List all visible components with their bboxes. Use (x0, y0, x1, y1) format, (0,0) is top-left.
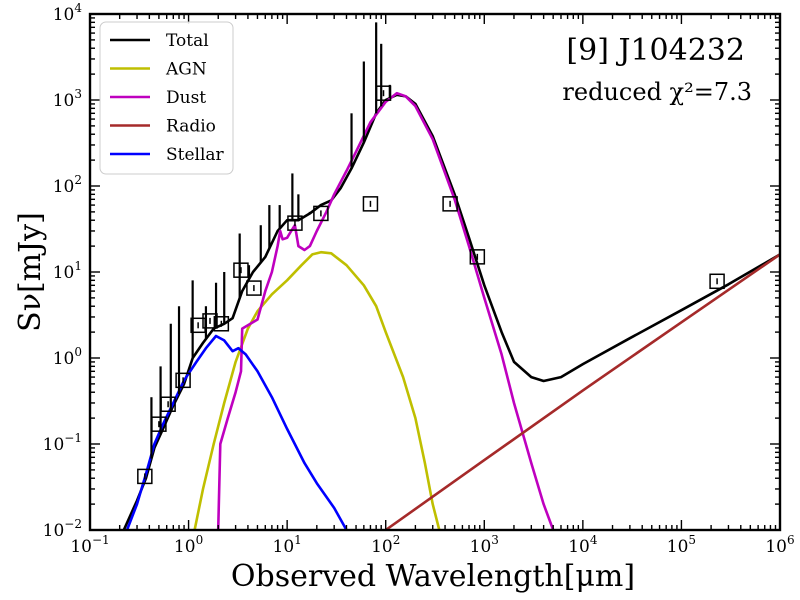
chart-title: [9] J104232 (566, 33, 745, 68)
legend-box (99, 21, 234, 175)
observed-point (151, 416, 167, 432)
chart-subtitle: reduced χ²=7.3 (562, 78, 752, 106)
y-tick-label: 104 (53, 1, 83, 25)
y-tick-label: 10−1 (43, 431, 82, 455)
observed-points-layer (137, 85, 725, 485)
observed-point (213, 316, 230, 332)
observed-point (469, 249, 486, 265)
axis-tick-labels: 10−1 100 101 102 103 104 105 10610−210−11001011… (43, 1, 795, 557)
legend-label-radio: Radio (166, 117, 216, 137)
legend-label-total: Total (166, 31, 209, 51)
series-layer (122, 22, 780, 530)
x-tick-label: 106 (765, 533, 794, 557)
x-tick-label: 102 (371, 533, 400, 557)
observed-point (442, 196, 458, 212)
axis-ticks (89, 13, 781, 531)
observed-point (175, 372, 191, 389)
x-tick-label: 103 (470, 533, 499, 557)
observed-point (362, 196, 379, 212)
y-tick-label: 100 (53, 345, 82, 369)
series-line-dust (216, 91, 555, 530)
observed-point (246, 280, 262, 296)
x-axis-title: Observed Wavelength[μm] (231, 559, 635, 594)
observed-point (709, 273, 725, 290)
legend-entries: Total AGN Dust Radio Stellar (110, 31, 225, 165)
legend-label-dust: Dust (166, 88, 206, 108)
x-tick-label: 104 (568, 533, 598, 557)
y-axis-title: Sν[mJy] (13, 212, 48, 332)
legend: Total AGN Dust Radio Stellar (99, 21, 234, 175)
observed-point (233, 262, 249, 278)
observed-point (313, 205, 329, 222)
y-tick-label: 101 (53, 259, 82, 283)
legend-label-stellar: Stellar (166, 145, 225, 165)
series-line-radio (384, 253, 780, 530)
y-tick-label: 10−2 (43, 517, 82, 541)
y-tick-label: 102 (53, 173, 82, 197)
series-line-stellar (125, 334, 348, 530)
x-tick-label: 10−1 (70, 533, 109, 557)
legend-label-agn: AGN (165, 60, 207, 80)
observed-point (375, 85, 392, 101)
x-tick-label: 105 (667, 533, 696, 557)
observed-point (287, 215, 303, 231)
observed-point (160, 396, 176, 412)
observed-point (137, 468, 153, 485)
observed-point (190, 317, 206, 334)
x-tick-label: 101 (273, 533, 302, 557)
series-line-agn (193, 250, 441, 530)
y-tick-label: 103 (53, 87, 82, 111)
x-tick-label: 100 (174, 533, 203, 557)
observed-point (202, 313, 218, 329)
